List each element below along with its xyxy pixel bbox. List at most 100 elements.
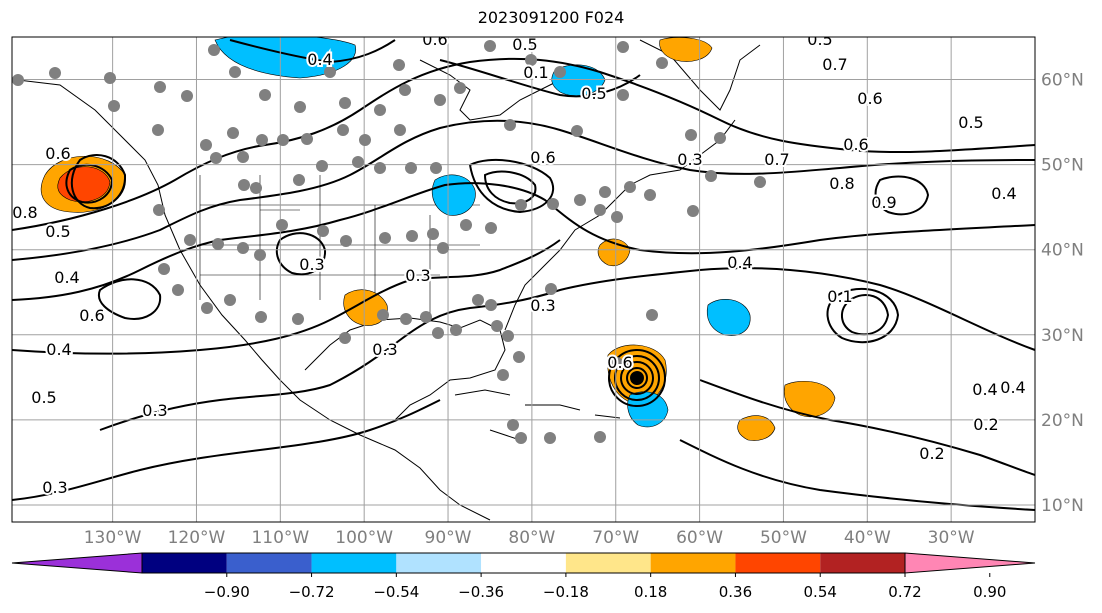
colorbar-tick-label: 0.18 [634, 583, 667, 601]
station-dot [259, 89, 271, 101]
colorbar [11, 552, 1036, 574]
contour-label: 0.9 [871, 193, 896, 212]
colorbar-tick-label: 0.72 [888, 583, 921, 601]
station-dot [227, 127, 239, 139]
contour-line [12, 119, 1035, 261]
longitude-label: 120°W [168, 528, 226, 548]
contour-label: 0.1 [523, 63, 548, 82]
longitude-label: 130°W [84, 528, 142, 548]
chart-title: 2023091200 F024 [477, 8, 625, 27]
colorbar-tick-label: 0.36 [719, 583, 752, 601]
station-dot [212, 238, 224, 250]
colorbar-tick-label: −0.36 [458, 583, 504, 601]
hurricane-contours [608, 349, 666, 407]
station-dot [399, 84, 411, 96]
station-dot [256, 134, 268, 146]
contour-label: 0.3 [142, 401, 167, 420]
colorbar-segment [565, 553, 651, 573]
colorbar-tick-label: −0.90 [204, 583, 250, 601]
station-dot [515, 432, 527, 444]
station-dot [646, 309, 658, 321]
longitude-label: 90°W [425, 528, 472, 548]
contour-line [699, 379, 1035, 476]
caribbean-islands [454, 389, 621, 441]
contour-label: 0.3 [42, 478, 67, 497]
contour-label: 0.4 [46, 340, 71, 359]
station-dot [158, 263, 170, 275]
contour-label: 0.4 [307, 50, 332, 69]
station-dot [656, 57, 668, 69]
station-dot [754, 176, 766, 188]
hurricane-eye [630, 371, 644, 385]
station-dot [513, 351, 525, 363]
station-dot [515, 199, 527, 211]
longitude-label: 30°W [928, 528, 975, 548]
station-dot [594, 431, 606, 443]
station-dot [250, 182, 262, 194]
contour-label: 0.3 [530, 296, 555, 315]
colorbar-segment [481, 553, 566, 573]
station-dot [554, 66, 566, 78]
station-dot [172, 284, 184, 296]
contour-label: 0.1 [827, 287, 852, 306]
station-dot [420, 311, 432, 323]
coastlines [17, 39, 761, 521]
station-dot [485, 299, 497, 311]
station-dot [352, 156, 364, 168]
station-dot [599, 186, 611, 198]
station-dot [276, 219, 288, 231]
contour-label: 0.4 [54, 268, 79, 287]
station-dot [502, 330, 514, 342]
station-dot [491, 320, 503, 332]
station-dot [450, 324, 462, 336]
contour-label: 0.2 [973, 415, 998, 434]
station-dot [611, 357, 623, 369]
contour-line [97, 278, 162, 320]
station-dot [229, 66, 241, 78]
station-dot [224, 294, 236, 306]
contour-label: 0.3 [405, 266, 430, 285]
station-dot [574, 194, 586, 206]
station-dot [400, 313, 412, 325]
colorbar-tick-label: −0.18 [543, 583, 589, 601]
contour-label: 0.6 [422, 30, 447, 49]
station-dot [292, 313, 304, 325]
colorbar-segment [311, 553, 397, 573]
contour-label: 0.3 [677, 150, 702, 169]
north-america-coast [17, 79, 491, 521]
station-dot [504, 119, 516, 131]
station-dot [237, 151, 249, 163]
station-dot [208, 44, 220, 56]
station-dot [293, 174, 305, 186]
station-dot [507, 419, 519, 431]
station-dot [324, 66, 336, 78]
contour-line [275, 232, 327, 276]
latitude-label: 60°N [1041, 71, 1084, 91]
station-dot [687, 205, 699, 217]
map-frame [11, 36, 1036, 523]
station-dot [525, 54, 537, 66]
contour-line [65, 163, 114, 204]
station-dot [394, 124, 406, 136]
contour-line [679, 439, 1035, 511]
contour-label: 0.6 [857, 89, 882, 108]
station-dot [340, 235, 352, 247]
latitude-label: 40°N [1041, 241, 1084, 261]
station-dot [184, 234, 196, 246]
station-dot [432, 327, 444, 339]
station-dot [152, 124, 164, 136]
contour-label: 0.3 [372, 340, 397, 359]
colorbar-segment [142, 553, 227, 573]
latitude-label: 30°N [1041, 326, 1084, 346]
station-dot [545, 283, 557, 295]
station-dot [12, 74, 24, 86]
station-dot [181, 90, 193, 102]
contour-label: 0.2 [919, 444, 944, 463]
observation-stations [12, 40, 766, 444]
contour-line [12, 239, 561, 355]
contour-label: 0.6 [530, 148, 555, 167]
negative-anomaly-great-lakes [431, 174, 476, 216]
strong-positive-anomaly-core [57, 166, 111, 203]
longitude-labels: 130°W 120°W 110°W 100°W 90°W 80°W 70°W 60°W 50°W… [84, 528, 975, 548]
contour-label: 0.5 [807, 30, 832, 49]
